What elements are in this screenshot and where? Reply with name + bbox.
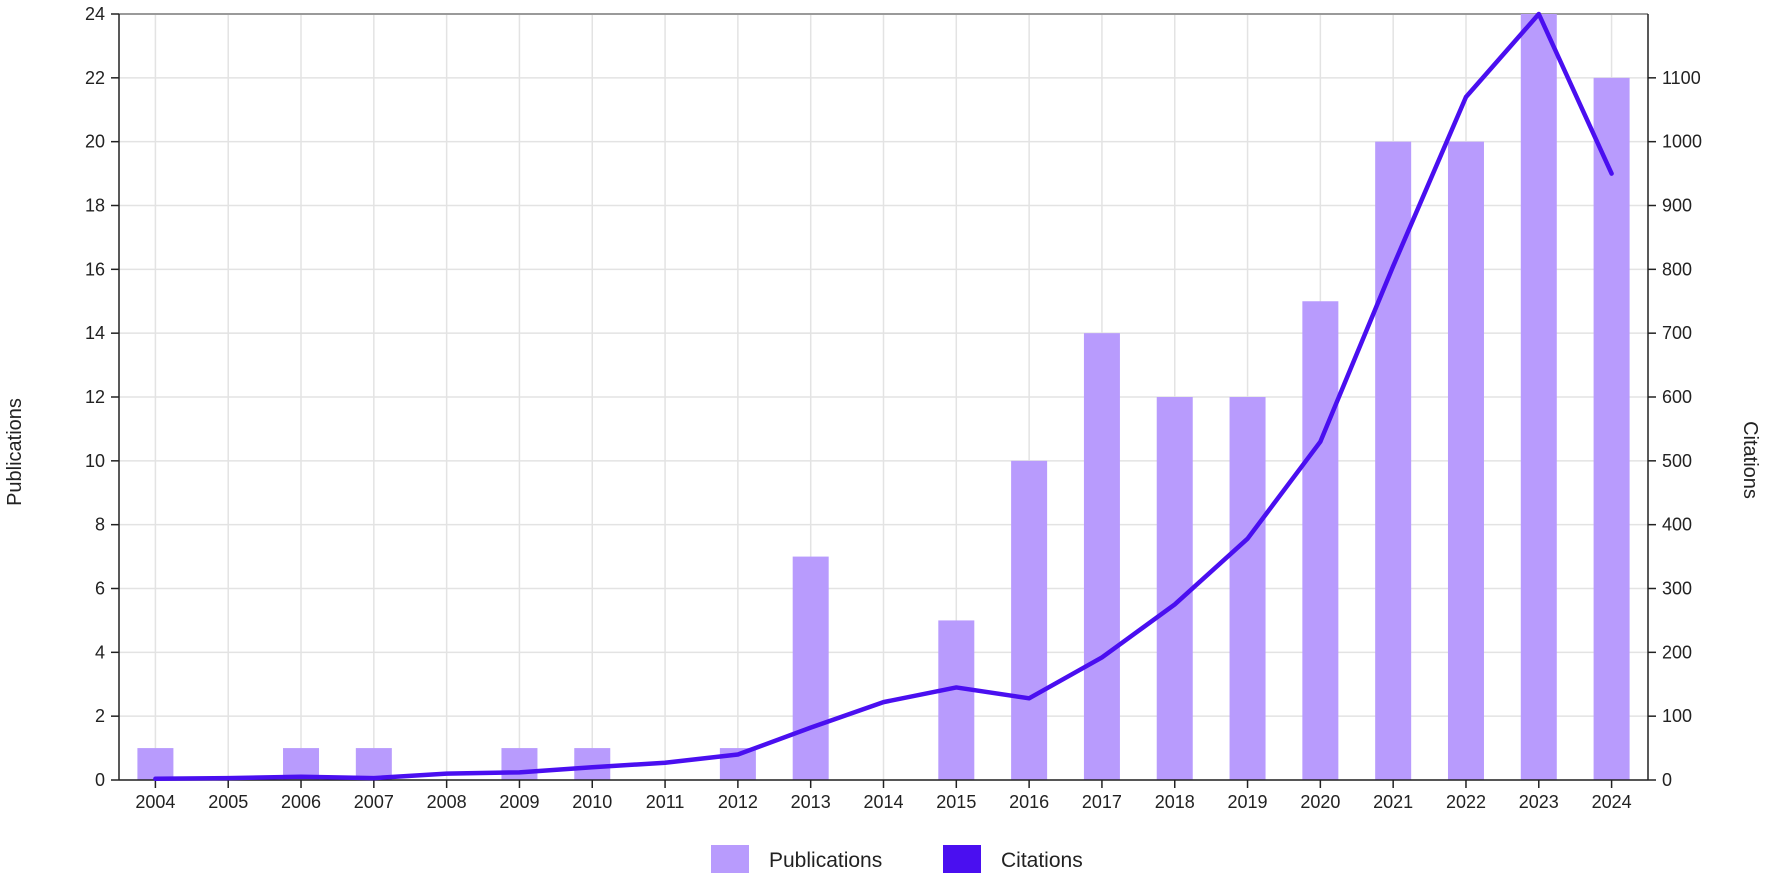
y-right-tick-label: 600 (1662, 387, 1692, 407)
bar-publications (1083, 333, 1120, 780)
x-tick-label: 2021 (1373, 792, 1413, 812)
x-tick-label: 2010 (572, 792, 612, 812)
bar-publications (355, 748, 392, 780)
y-left-tick-label: 18 (85, 196, 105, 216)
x-tick-label: 2011 (646, 792, 685, 812)
x-tick-label: 2005 (208, 792, 248, 812)
x-tick-label: 2017 (1082, 792, 1122, 812)
x-tick-label: 2020 (1300, 792, 1340, 812)
y-right-tick-label: 400 (1662, 515, 1692, 535)
y-right-tick-label: 500 (1662, 451, 1692, 471)
x-tick-label: 2018 (1155, 792, 1195, 812)
bar-publications (574, 748, 611, 780)
x-tick-label: 2024 (1592, 792, 1632, 812)
y-right-tick-label: 100 (1662, 706, 1692, 726)
bar-publications (1302, 301, 1339, 780)
legend-label-publications: Publications (769, 849, 882, 872)
y-axis-right-title: Citations (1739, 421, 1761, 499)
y-right-tick-label: 1100 (1662, 68, 1701, 88)
y-right-tick-label: 900 (1662, 196, 1692, 216)
bar-publications (137, 748, 174, 780)
y-left-tick-label: 14 (85, 323, 105, 343)
x-tick-label: 2014 (863, 792, 903, 812)
y-left-tick-label: 12 (85, 387, 105, 407)
y-right-tick-label: 300 (1662, 579, 1692, 599)
bar-publications (1375, 141, 1412, 780)
y-left-tick-label: 10 (85, 451, 105, 471)
x-tick-label: 2023 (1519, 792, 1559, 812)
legend: Publications Citations (711, 845, 1083, 873)
grid-layer (119, 13, 1648, 781)
y-right-tick-label: 0 (1662, 770, 1672, 790)
y-right-tick-label: 800 (1662, 259, 1692, 279)
x-tick-label: 2007 (354, 792, 394, 812)
bar-publications (1447, 141, 1484, 780)
x-tick-label: 2022 (1446, 792, 1486, 812)
legend-swatch-publications (711, 845, 749, 873)
y-right-tick-label: 700 (1662, 323, 1692, 343)
legend-label-citations: Citations (1001, 849, 1083, 872)
y-right-tick-label: 1000 (1662, 132, 1702, 152)
bar-layer (137, 14, 1630, 781)
axis-layer: 0246810121416182022240100200300400500600… (85, 4, 1702, 812)
y-left-tick-label: 6 (95, 579, 105, 599)
y-left-tick-label: 22 (85, 68, 105, 88)
x-tick-label: 2006 (281, 792, 321, 812)
x-tick-label: 2016 (1009, 792, 1049, 812)
bar-publications (501, 748, 538, 780)
y-left-tick-label: 0 (95, 770, 105, 790)
x-tick-label: 2004 (135, 792, 175, 812)
x-tick-label: 2015 (936, 792, 976, 812)
bar-publications (1156, 397, 1193, 780)
legend-swatch-citations (943, 845, 981, 873)
y-left-tick-label: 2 (95, 706, 105, 726)
bar-publications (1520, 14, 1557, 780)
x-tick-label: 2009 (499, 792, 539, 812)
y-axis-left-title: Publications (4, 398, 26, 506)
x-tick-label: 2008 (427, 792, 467, 812)
y-left-tick-label: 20 (85, 132, 105, 152)
bar-publications (1229, 397, 1266, 780)
y-left-tick-label: 4 (95, 642, 105, 662)
bar-publications (938, 620, 975, 780)
bar-publications (1011, 460, 1048, 780)
bar-publications (1593, 77, 1630, 781)
legend-item-citations[interactable]: Citations (943, 845, 1083, 873)
line-citations (153, 11, 1614, 781)
x-tick-label: 2012 (718, 792, 758, 812)
legend-item-publications[interactable]: Publications (711, 845, 882, 873)
x-tick-label: 2019 (1228, 792, 1268, 812)
y-left-tick-label: 8 (95, 515, 105, 535)
y-left-tick-label: 24 (85, 4, 105, 24)
y-right-tick-label: 200 (1662, 642, 1692, 662)
x-tick-label: 2013 (791, 792, 831, 812)
y-left-tick-label: 16 (85, 259, 105, 279)
bar-publications (792, 556, 829, 780)
line-layer (153, 11, 1614, 781)
